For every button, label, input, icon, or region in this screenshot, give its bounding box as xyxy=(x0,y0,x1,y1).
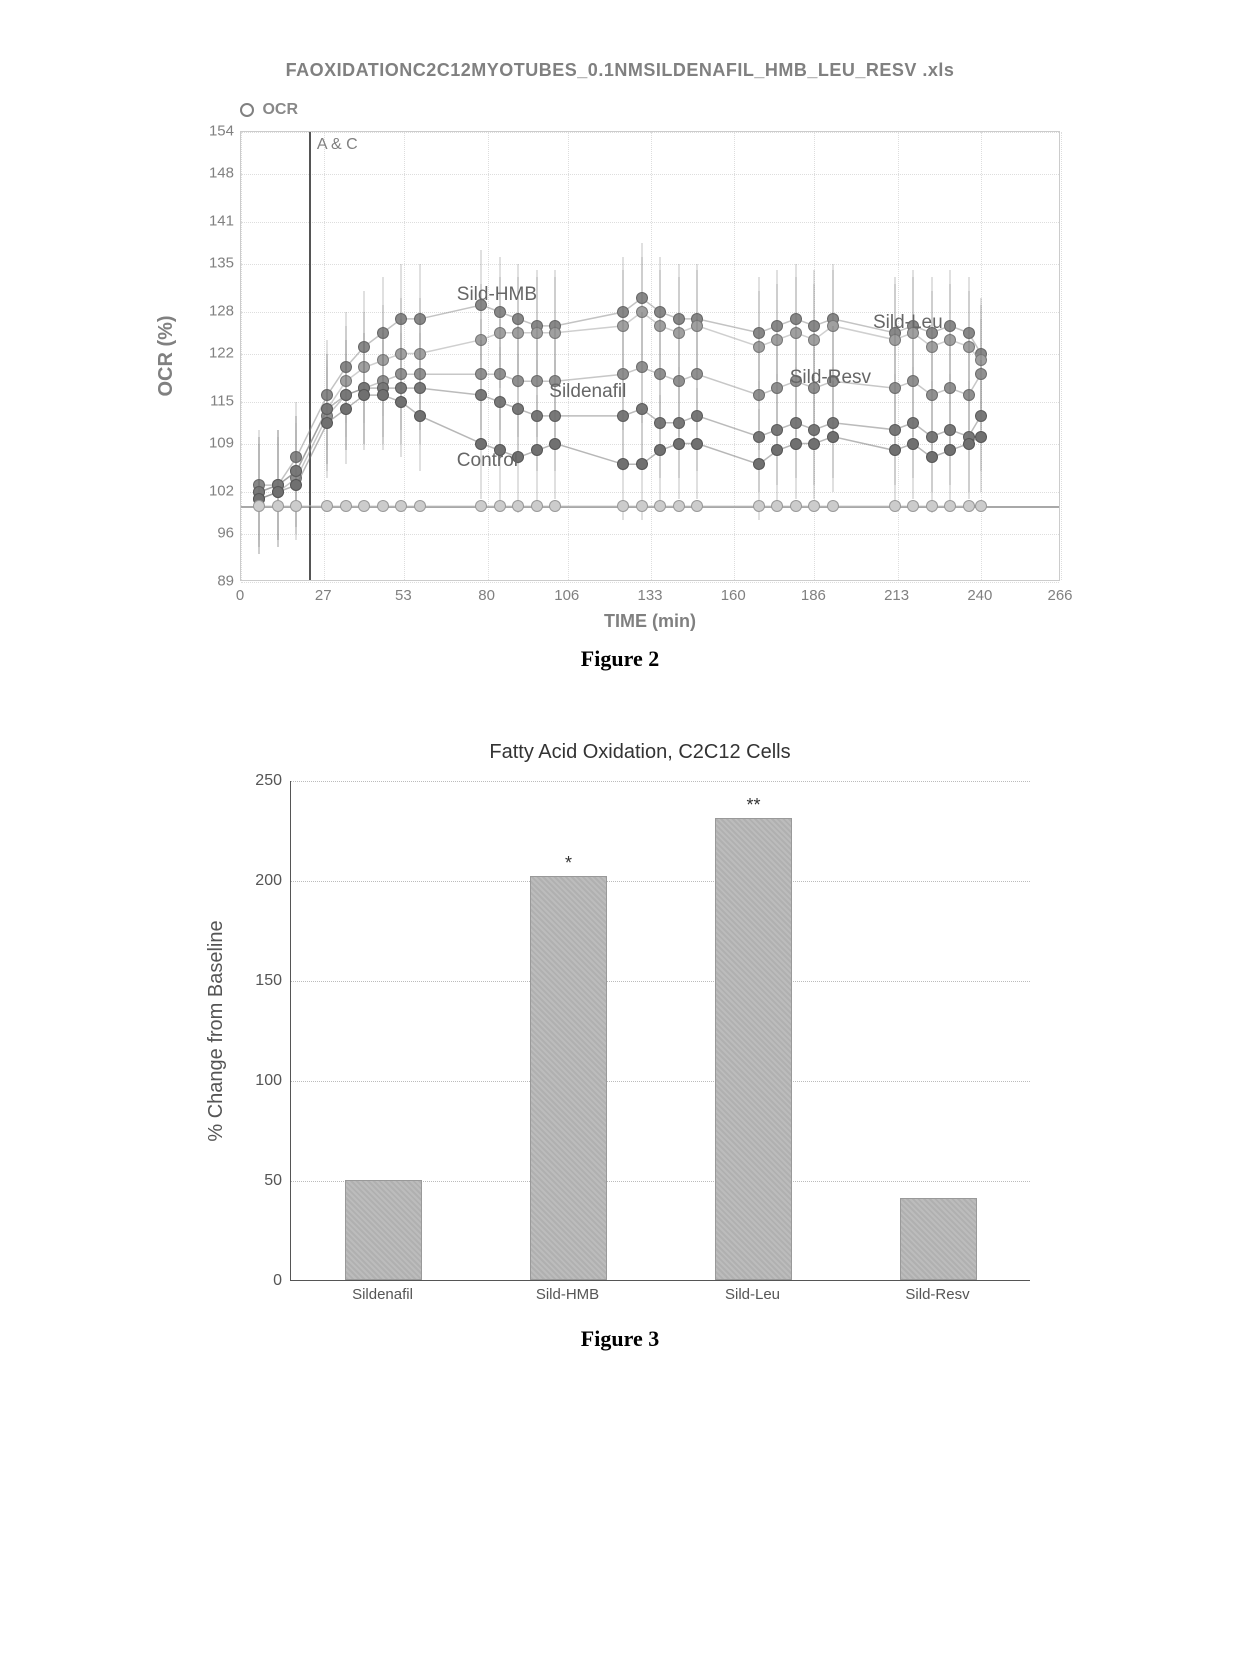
data-point xyxy=(494,500,506,512)
data-point xyxy=(549,500,561,512)
ytick: 148 xyxy=(209,164,234,181)
ytick: 89 xyxy=(217,573,234,590)
data-point xyxy=(944,500,956,512)
ytick: 122 xyxy=(209,344,234,361)
page: FAOXIDATIONC2C12MYOTUBES_0.1NMSILDENAFIL… xyxy=(0,0,1240,1676)
fig3-yaxis: 050100150200250 xyxy=(240,781,290,1281)
data-point xyxy=(253,500,265,512)
xtick: 106 xyxy=(554,587,579,604)
legend-label: OCR xyxy=(262,101,298,118)
ytick: 128 xyxy=(209,303,234,320)
ytick: 135 xyxy=(209,254,234,271)
fig2-header: FAOXIDATIONC2C12MYOTUBES_0.1NMSILDENAFIL… xyxy=(120,60,1120,81)
data-point xyxy=(926,500,938,512)
data-point xyxy=(531,500,543,512)
data-point xyxy=(771,500,783,512)
data-point xyxy=(290,500,302,512)
data-point xyxy=(827,500,839,512)
ytick: 154 xyxy=(209,123,234,140)
xtick: 240 xyxy=(967,587,992,604)
data-point xyxy=(907,500,919,512)
data-point xyxy=(691,500,703,512)
data-point xyxy=(512,500,524,512)
ytick: 50 xyxy=(264,1172,282,1190)
data-point xyxy=(975,500,987,512)
gridline-h xyxy=(291,1081,1030,1082)
gridline-h xyxy=(291,981,1030,982)
xtick: 80 xyxy=(478,587,495,604)
data-point xyxy=(358,500,370,512)
ytick: 141 xyxy=(209,213,234,230)
data-point xyxy=(673,500,685,512)
gridline-h xyxy=(291,781,1030,782)
ytick: 250 xyxy=(255,772,282,790)
data-point xyxy=(753,500,765,512)
xtick: 213 xyxy=(884,587,909,604)
fig2-plot: A & CSild-HMBSild-LeuSild-ResvSildenafil… xyxy=(240,131,1060,581)
fig2-ylabel: OCR (%) xyxy=(155,315,178,396)
bar-Sild-Leu xyxy=(715,818,793,1280)
bar-Sild-HMB xyxy=(530,876,608,1280)
xlabel-Sild-Resv: Sild-Resv xyxy=(905,1286,969,1303)
ytick: 109 xyxy=(209,434,234,451)
fig3-caption: Figure 3 xyxy=(581,1326,659,1352)
xlabel-Sildenafil: Sildenafil xyxy=(352,1286,413,1303)
ytick: 115 xyxy=(210,393,234,410)
data-point xyxy=(636,500,648,512)
fig2-yaxis: 8996102109115122128135141148154 xyxy=(190,131,240,581)
xtick: 160 xyxy=(721,587,746,604)
bar-Sildenafil xyxy=(345,1180,423,1280)
ytick: 150 xyxy=(255,972,282,990)
fig3-area: Fatty Acid Oxidation, C2C12 Cells % Chan… xyxy=(180,741,1060,1381)
data-point xyxy=(340,500,352,512)
data-point xyxy=(963,500,975,512)
fig3-ylabel: % Change from Baseline xyxy=(205,920,228,1141)
data-point xyxy=(617,500,629,512)
data-point xyxy=(808,500,820,512)
xlabel-Sild-Leu: Sild-Leu xyxy=(725,1286,780,1303)
fig3-plot: *** xyxy=(290,781,1030,1281)
data-point xyxy=(475,500,487,512)
ytick: 100 xyxy=(255,1072,282,1090)
xtick: 133 xyxy=(637,587,662,604)
fig3-title: Fatty Acid Oxidation, C2C12 Cells xyxy=(489,741,790,764)
xtick: 0 xyxy=(236,587,244,604)
data-point xyxy=(889,500,901,512)
gridline-h xyxy=(291,881,1030,882)
xtick: 186 xyxy=(801,587,826,604)
fig2-caption: Figure 2 xyxy=(581,646,659,672)
ytick: 200 xyxy=(255,872,282,890)
series-line-Blank xyxy=(241,132,1061,582)
legend-marker-icon xyxy=(240,103,254,117)
data-point xyxy=(414,500,426,512)
xtick: 53 xyxy=(395,587,412,604)
ytick: 102 xyxy=(209,483,234,500)
data-point xyxy=(377,500,389,512)
bar-Sild-Resv xyxy=(900,1198,978,1280)
xtick: 266 xyxy=(1047,587,1072,604)
fig2-xlabel: TIME (min) xyxy=(604,611,696,632)
data-point xyxy=(790,500,802,512)
xlabel-Sild-HMB: Sild-HMB xyxy=(536,1286,599,1303)
fig2-legend: OCR xyxy=(240,101,298,119)
ytick: 96 xyxy=(217,524,234,541)
significance-label: * xyxy=(565,853,572,874)
significance-label: ** xyxy=(746,795,760,816)
ytick: 0 xyxy=(273,1272,282,1290)
data-point xyxy=(654,500,666,512)
data-point xyxy=(321,500,333,512)
fig2-area: OCR OCR (%) 89 96 102 109 115 122 128 135 141 148… xyxy=(140,101,1100,661)
data-point xyxy=(395,500,407,512)
gridline-v xyxy=(1061,132,1062,580)
xtick: 27 xyxy=(315,587,332,604)
data-point xyxy=(272,500,284,512)
